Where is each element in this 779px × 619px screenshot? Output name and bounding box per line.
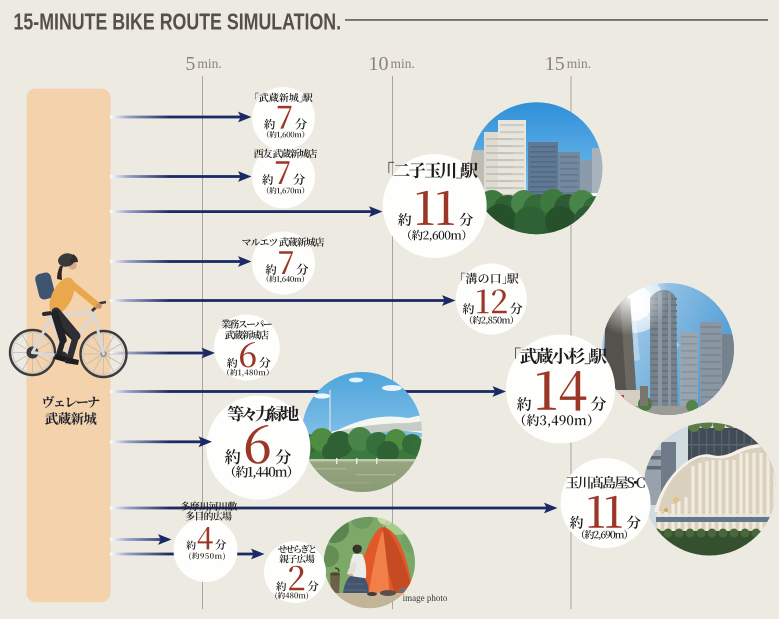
svg-text:image photo: image photo: [403, 593, 448, 603]
svg-text:15-MINUTE BIKE ROUTE SIMULATIO: 15-MINUTE BIKE ROUTE SIMULATION.: [14, 9, 342, 35]
